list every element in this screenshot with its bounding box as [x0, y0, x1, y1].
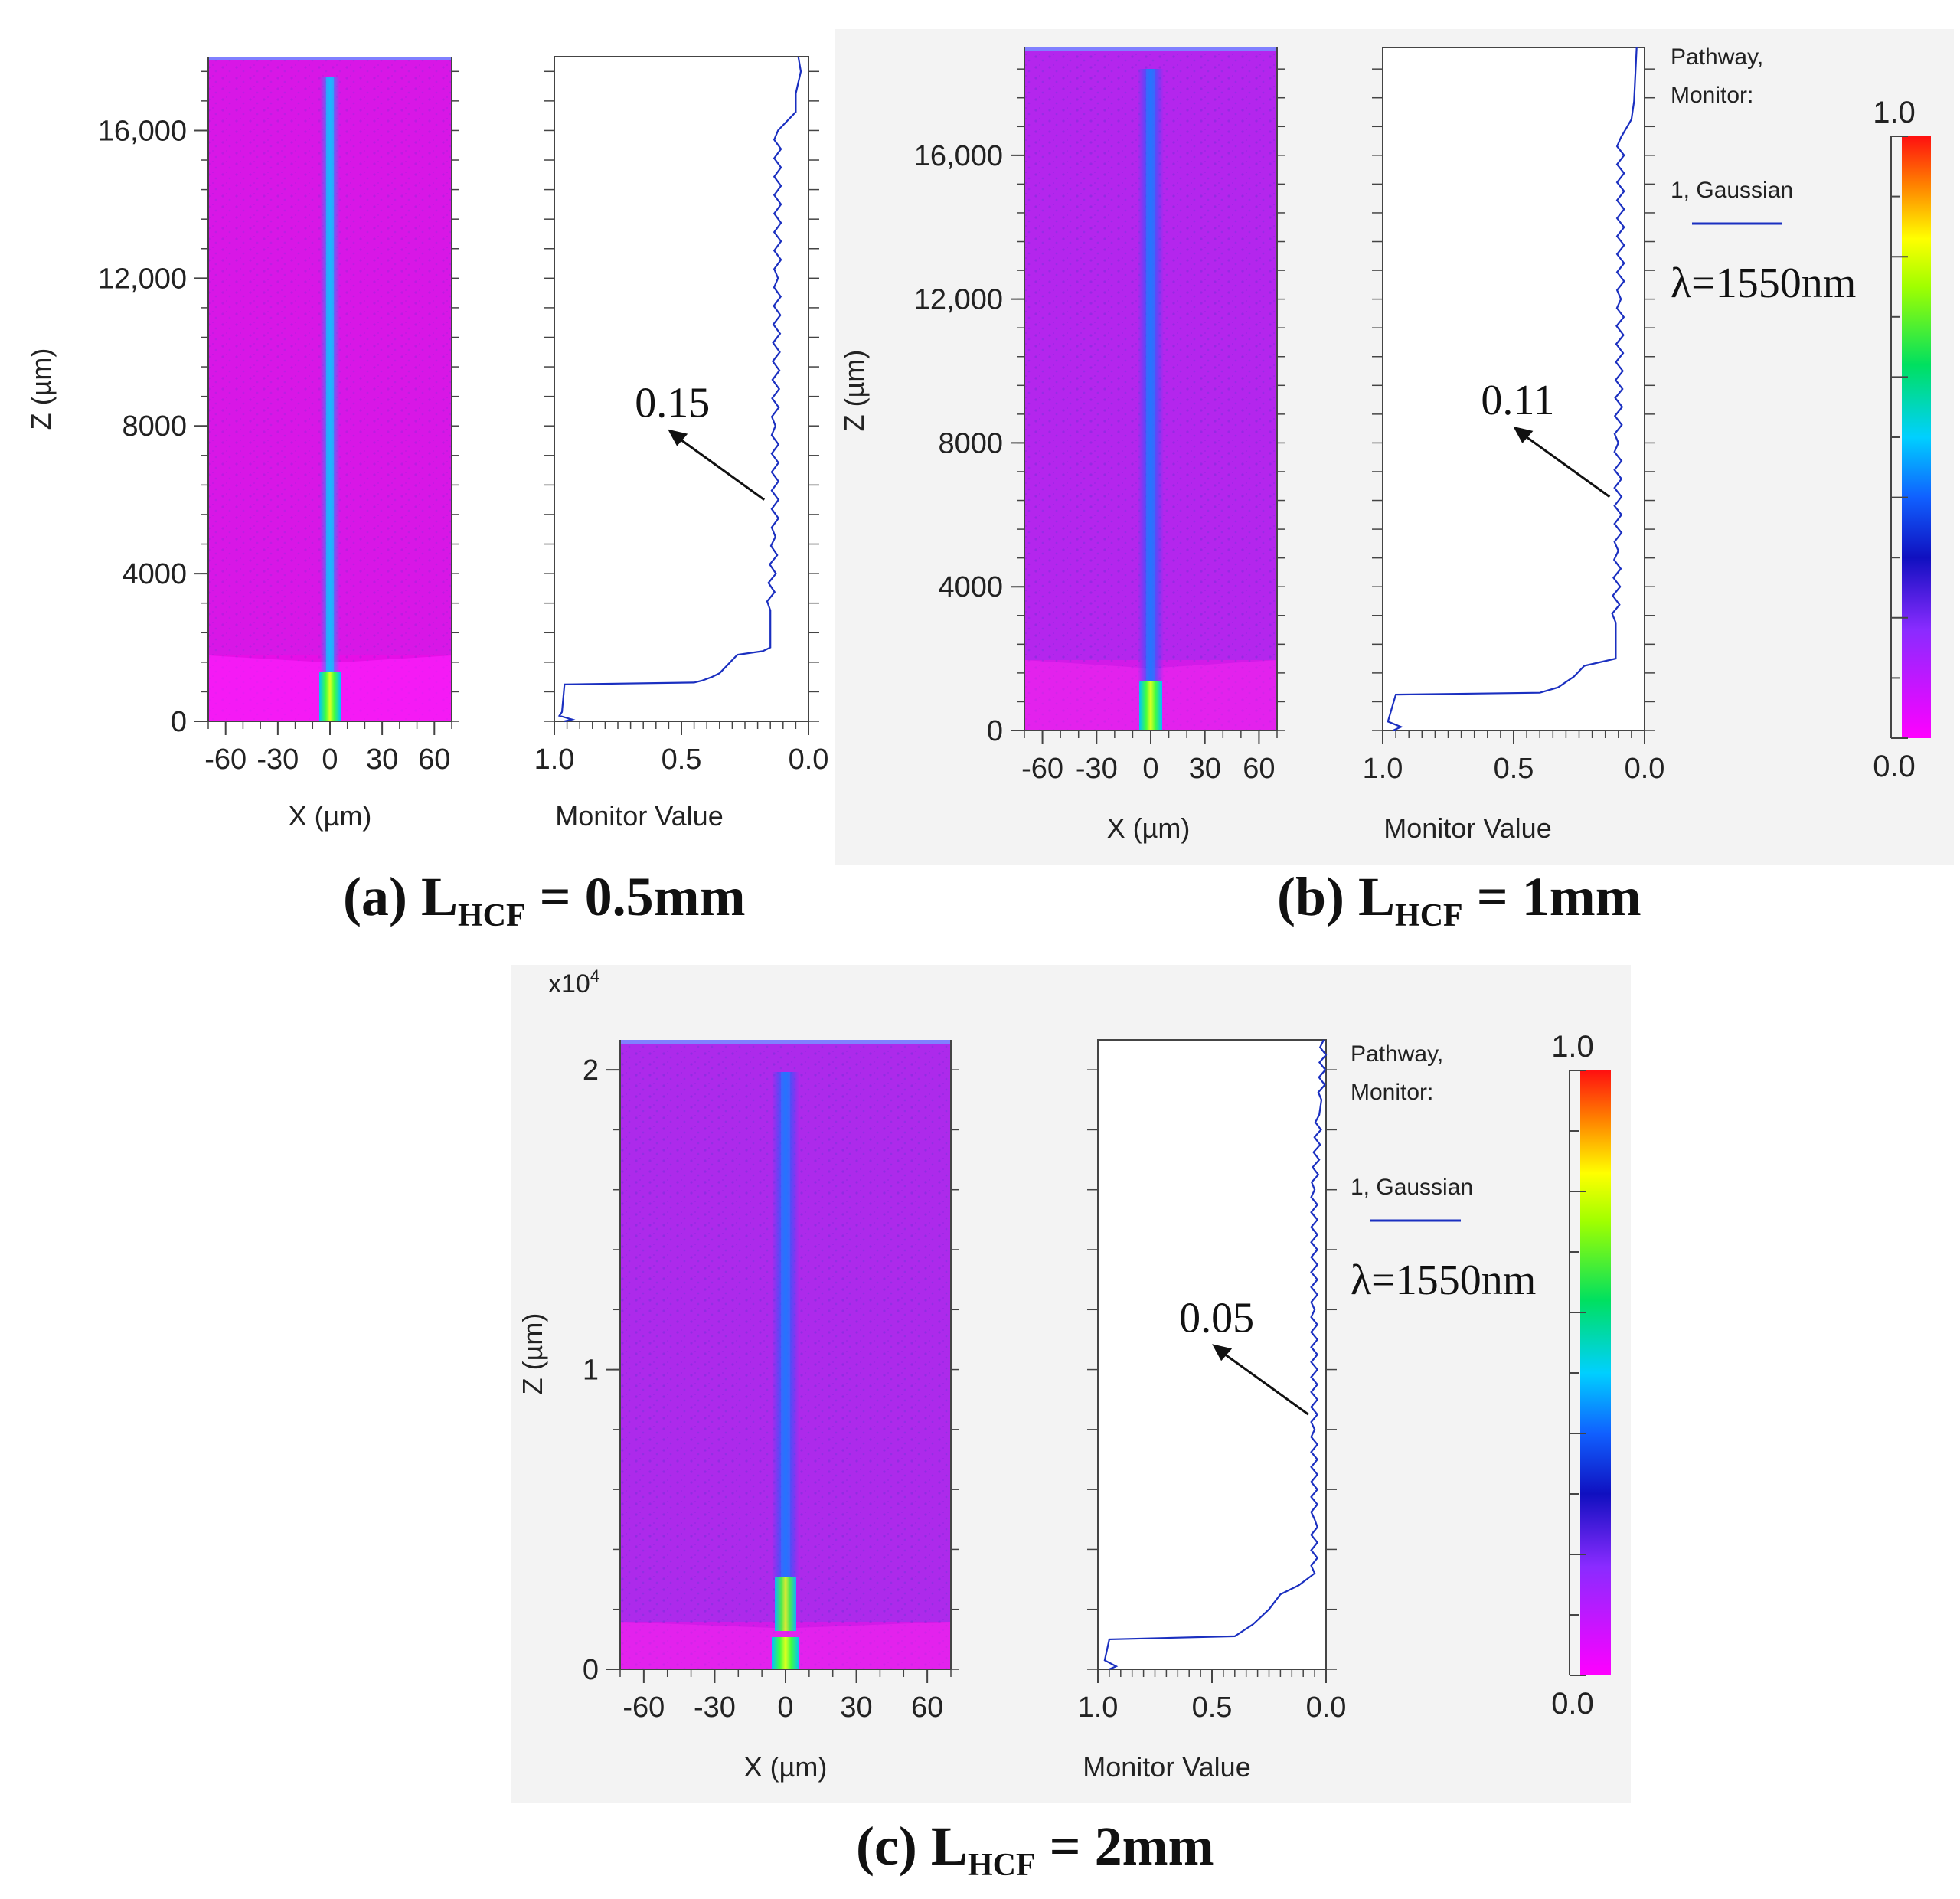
panel-c-legend-title: Pathway, [1351, 1041, 1443, 1067]
panel-c-colorbar: 1.0 0.0 [1551, 1030, 1611, 1721]
panel-c-monitor-line [1103, 1039, 1328, 1671]
panel-a-caption: (a) LHCF = 0.5mm [343, 866, 746, 933]
panel-a-annotation-arrow [676, 436, 766, 501]
panel-c-field-xtick-label: 0 [777, 1691, 793, 1724]
panel-b-field-xtick-label: 0 [1142, 753, 1158, 785]
panel-b-field-ytick-label: 0 [987, 715, 1003, 747]
panel-b-monitor-plot: 1.0 0.5 0.0 Monitor Value 0.11 [1363, 47, 1665, 844]
panel-c-monitor-xtick-label: 1.0 [1078, 1691, 1119, 1724]
panel-a-field-xtick-label: -60 [204, 744, 247, 776]
panel-c-field-xtick-label: 30 [840, 1691, 872, 1724]
panel-a-ylabel: Z (µm) [25, 348, 57, 430]
panel-a-monitor-xtick-label: 1.0 [534, 744, 575, 776]
panel-c-monitor-frame [1097, 1039, 1327, 1670]
panel-b-caption: (b) LHCF = 1mm [1277, 866, 1642, 933]
panel-a-monitor-xtick-label: 0.5 [662, 744, 702, 776]
panel-c-annotation-arrowhead [1212, 1344, 1233, 1361]
panel-b-colorbar: 1.0 0.0 [1873, 96, 1931, 783]
panel-b-field-ytick-label: 4000 [938, 571, 1003, 603]
panel-a-field-ytick-label: 8000 [122, 410, 187, 443]
panel-b-monitor-xtick-label: 0.5 [1494, 753, 1534, 785]
panel-c-wavelength: λ=1550nm [1351, 1257, 1536, 1304]
panel-c-legend-title2: Monitor: [1351, 1080, 1433, 1105]
panel-c-legend-entry: 1, Gaussian [1351, 1175, 1473, 1200]
panel-b-colorbar-min-label: 0.0 [1873, 750, 1916, 783]
panel-a-annotation-arrowhead [668, 429, 688, 446]
panel-c-monitor-xlabel: Monitor Value [1083, 1751, 1250, 1783]
panel-a-field-ytick-label: 16,000 [98, 115, 187, 147]
panel-c-monitor-xtick-label: 0.0 [1306, 1691, 1347, 1724]
panel-c-source-beam [772, 1637, 799, 1669]
panel-b-wavelength: λ=1550nm [1671, 260, 1856, 307]
panel-b-field-ytick-label: 8000 [938, 427, 1003, 459]
panel-b-field-xtick-label: 30 [1189, 753, 1221, 785]
panel-b-legend-entry: 1, Gaussian [1671, 178, 1793, 203]
panel-a-field-ytick-label: 12,000 [98, 263, 187, 295]
panel-b-annotation-label: 0.11 [1481, 377, 1554, 424]
panel-a-field-xtick-label: 60 [418, 744, 450, 776]
panel-b-legend: Pathway, Monitor: 1, Gaussian λ=1550nm [1671, 44, 1856, 307]
panel-a-monitor-line [557, 56, 802, 723]
panel-c-field-ytick-label: 0 [583, 1654, 599, 1686]
panel-c-annotation-label: 0.05 [1179, 1294, 1254, 1342]
panel-b-source-beam [1139, 681, 1162, 731]
panel-b-monitor-frame [1382, 47, 1645, 731]
panel-b-annotation-arrowhead [1513, 426, 1534, 443]
panel-b-field-xtick-label: -60 [1021, 753, 1063, 785]
panel-c-ylabel: Z (µm) [517, 1313, 548, 1395]
panel-b-annotation-arrow [1521, 433, 1611, 498]
panel-a-field-xtick-label: -30 [256, 744, 299, 776]
panel-a-monitor-plot: 1.0 0.5 0.0 Monitor Value 0.15 [534, 56, 829, 832]
panel-c-field-xtick-label: 60 [911, 1691, 943, 1724]
panel-c-field-xtick-label: -60 [622, 1691, 665, 1724]
panel-b-monitor-xtick-label: 1.0 [1363, 753, 1403, 785]
panel-c-annotation-arrow [1220, 1351, 1309, 1416]
panel-c-guided-beam [772, 1072, 799, 1577]
panel-a-field-xtick-label: 0 [322, 744, 338, 776]
panel-c-xlabel: X (µm) [744, 1751, 828, 1783]
panel-c-colorbar-min-label: 0.0 [1551, 1687, 1594, 1721]
panel-b-field-ytick-label: 12,000 [914, 284, 1003, 316]
panel-c-colorbar-max-label: 1.0 [1551, 1030, 1594, 1064]
panel-a-field-ytick-label: 0 [171, 706, 187, 738]
panel-c-colorbar-gradient [1580, 1070, 1611, 1675]
panel-c-hot-spot [775, 1577, 796, 1631]
panel-a-monitor-xlabel: Monitor Value [555, 800, 723, 832]
panel-c-scale-label: x104 [548, 966, 599, 999]
panel-b-monitor-xtick-label: 0.0 [1625, 753, 1665, 785]
panel-c-legend: Pathway, Monitor: 1, Gaussian λ=1550nm [1351, 1041, 1536, 1304]
panel-b-ylabel: Z (µm) [838, 350, 870, 432]
panel-c-field-plot: 0 1 2 -60 -30 0 30 60 x104 X (µm) Z (µm) [517, 966, 959, 1783]
panel-a-monitor-xtick-label: 0.0 [789, 744, 829, 776]
panel-b-colorbar-max-label: 1.0 [1873, 96, 1916, 129]
panel-c-caption: (c) LHCF = 2mm [856, 1816, 1214, 1883]
panel-b-field-xtick-label: -30 [1076, 753, 1118, 785]
panel-c-field-ytick-label: 1 [583, 1355, 599, 1387]
panel-b-monitor-xlabel: Monitor Value [1383, 812, 1551, 844]
panel-c-field-xtick-label: -30 [694, 1691, 736, 1724]
panel-b-field-xtick-label: 60 [1243, 753, 1275, 785]
panel-b-colorbar-gradient [1902, 136, 1931, 738]
panel-b-field-ytick-label: 16,000 [914, 140, 1003, 172]
panel-a-field-ytick-label: 4000 [122, 558, 187, 590]
panel-c-monitor-plot: 1.0 0.5 0.0 Monitor Value 0.05 [1078, 1039, 1347, 1783]
panel-c-field-ytick-label: 2 [583, 1054, 599, 1087]
panel-b-monitor-line [1387, 47, 1638, 731]
panel-c-monitor-xtick-label: 0.5 [1192, 1691, 1233, 1724]
panel-b-legend-title: Pathway, [1671, 44, 1763, 70]
panel-a-xlabel: X (µm) [289, 800, 372, 832]
panel-a-monitor-frame [554, 56, 809, 722]
panel-c: 0 1 2 -60 -30 0 30 60 x104 X (µm) Z (µm) 1.0 0.5… [517, 966, 1611, 1883]
panel-b-xlabel: X (µm) [1107, 812, 1191, 844]
panel-a-field-xtick-label: 30 [366, 744, 398, 776]
panel-a-source-beam [319, 672, 341, 721]
panel-a-annotation-label: 0.15 [635, 380, 710, 427]
panel-b-legend-title2: Monitor: [1671, 83, 1753, 108]
